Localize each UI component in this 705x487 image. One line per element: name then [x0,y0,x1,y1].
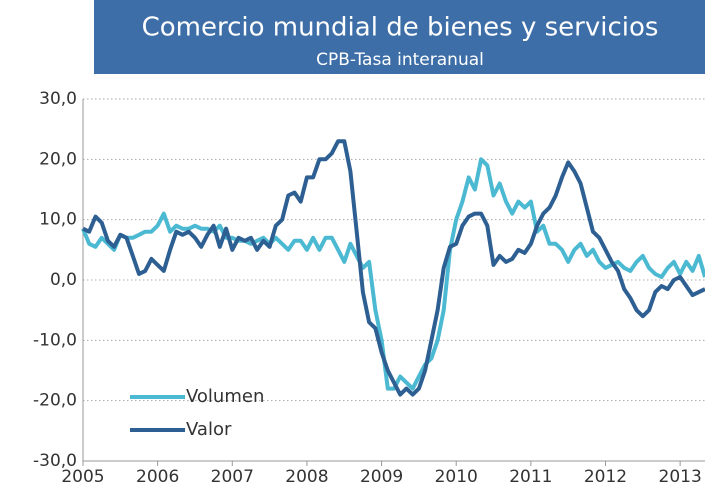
chart-title: Comercio mundial de bienes y servicios [142,13,659,43]
x-tick-label: 2009 [360,467,403,487]
y-tick-label: -30,0 [33,451,77,471]
x-tick-label: 2005 [61,467,104,487]
x-tick-label: 2007 [211,467,254,487]
y-tick-label: 0,0 [50,270,77,290]
chart-subtitle: CPB-Tasa interanual [316,50,484,70]
y-tick-label: 10,0 [39,210,77,230]
x-tick-label: 2012 [584,467,627,487]
legend-label: Valor [186,419,232,440]
y-tick-label: 30,0 [39,89,77,109]
y-tick-label: 20,0 [39,149,77,169]
x-tick-label: 2013 [659,467,702,487]
title-banner [94,0,705,74]
series-line [81,157,705,391]
x-tick-label: 2011 [509,467,552,487]
series-line [82,139,705,397]
y-tick-label: -20,0 [33,391,77,411]
x-tick-label: 2010 [435,467,478,487]
x-tick-label: 2006 [136,467,179,487]
legend-label: Volumen [186,386,264,407]
y-tick-label: -10,0 [33,330,77,350]
x-tick-label: 2008 [285,467,328,487]
